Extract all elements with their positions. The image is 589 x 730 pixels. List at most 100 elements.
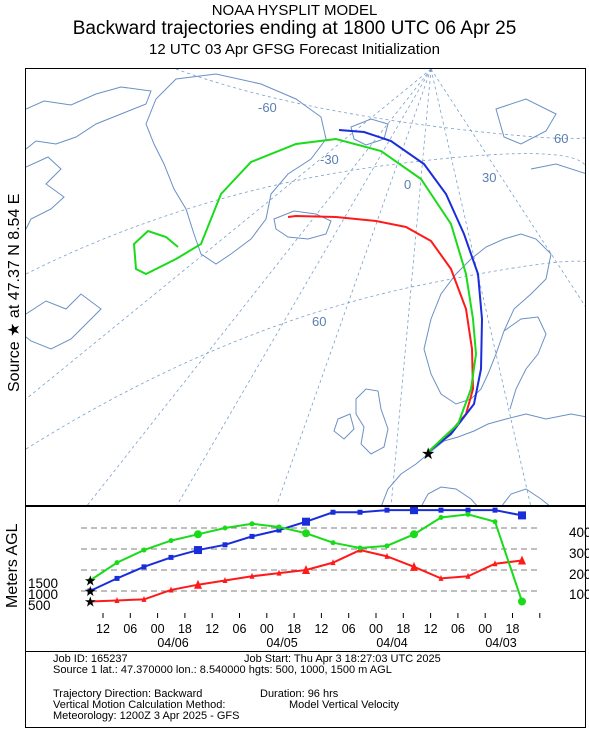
grid-label-w60: -60 [258, 100, 277, 115]
series-point-500 [410, 561, 418, 571]
series-point-1000 [357, 509, 363, 515]
grid-label-e60: 60 [554, 131, 568, 146]
grid-label-e30: 30 [482, 170, 496, 185]
grid-label-0: 0 [404, 177, 411, 192]
time-tick-label: 12 [314, 622, 329, 636]
model-title: NOAA HYSPLIT MODEL [211, 2, 378, 19]
series-point-500 [438, 574, 444, 581]
series-point-1000 [330, 509, 336, 515]
grid-label-lat60: 60 [312, 314, 326, 329]
coast-adriatic [501, 488, 550, 505]
y-tick-1000: 1000 [569, 587, 589, 602]
vertical-method: Vertical Motion Calculation Method: [53, 699, 226, 711]
y-tick-2000: 2000 [569, 567, 589, 582]
time-tick-label: 00 [478, 622, 493, 636]
series-point-1000 [114, 575, 120, 581]
meridian-w60 [26, 69, 432, 400]
job-id: Job ID: 165237 [53, 653, 128, 665]
coastlines [26, 73, 585, 505]
lat-circle-60 [26, 260, 585, 450]
series-point-1000 [222, 542, 228, 548]
source-location-label: Source ★ at 47.37 N 8.54 E [6, 193, 23, 392]
series-point-500 [384, 552, 390, 559]
meridian-e30 [430, 69, 531, 505]
source-star-icon: ★ [84, 583, 97, 599]
date-label: 04/04 [376, 636, 408, 650]
trajectory-direction: Trajectory Direction: Backward [53, 688, 203, 700]
series-point-500 [330, 559, 336, 566]
series-point-1500 [357, 545, 363, 551]
series-point-1000 [194, 546, 202, 555]
series-point-1500 [168, 538, 174, 544]
source-star-icon: ★ [84, 594, 97, 610]
series-point-1000 [87, 588, 93, 594]
source-info: Source 1 lat.: 47.370000 lon.: 8.540000 … [53, 664, 392, 676]
time-tick-label: 00 [259, 622, 274, 636]
chart-subtitle: 12 UTC 03 Apr GFSG Forecast Initializati… [149, 41, 440, 58]
meridian-w45 [87, 69, 432, 505]
time-tick-label: 12 [423, 622, 438, 636]
source-star-icon: ★ [84, 573, 97, 589]
series-point-1500 [114, 560, 120, 566]
y-tick-3000: 3000 [569, 546, 589, 561]
time-tick-label: 00 [369, 622, 383, 636]
time-tick-label: 18 [505, 622, 520, 636]
series-point-1500 [249, 521, 255, 527]
series-point-500 [276, 569, 282, 576]
time-ticks [102, 613, 541, 618]
series-line-1500 [89, 513, 523, 602]
coast-greenland [145, 73, 327, 265]
series-line-500 [89, 548, 523, 603]
y-tick-4000: 4000 [569, 525, 589, 540]
coast-novaya-zemlya [495, 98, 557, 145]
series-point-1500 [330, 540, 336, 546]
series-point-500 [302, 565, 310, 574]
time-tick-label: 12 [205, 622, 220, 636]
series-point-500 [168, 586, 174, 593]
series-point-1000 [518, 511, 526, 520]
height-series: ★★★ [84, 507, 526, 610]
date-label: 04/05 [266, 636, 298, 650]
date-label: 04/06 [157, 636, 189, 650]
time-tick-label: 06 [450, 622, 465, 636]
grid-label-w30: -30 [320, 152, 339, 167]
series-point-1500 [141, 547, 147, 553]
map-svg: -60 -30 0 30 60 60 [26, 69, 585, 505]
meridian-0 [390, 69, 432, 505]
y-axis-label: Meters AGL [4, 523, 21, 608]
series-point-500 [114, 596, 120, 603]
trajectory-1000m [338, 129, 484, 453]
series-point-1500 [302, 529, 310, 538]
series-point-1000 [438, 507, 444, 513]
series-point-1500 [384, 543, 390, 549]
map-grid [26, 69, 585, 505]
duration: Duration: 96 hrs [260, 688, 339, 700]
series-point-1500 [276, 524, 282, 530]
series-point-1000 [276, 527, 282, 533]
trajectories: ★ [132, 129, 484, 463]
time-tick-label: 06 [123, 622, 138, 636]
coast-russia-north [530, 163, 585, 174]
chart-title: Backward trajectories ending at 1800 UTC… [72, 18, 517, 39]
series-point-500 [492, 560, 498, 567]
time-tick-label: 06 [341, 622, 356, 636]
source-height-1500: 1500 [28, 576, 59, 591]
coast-labrador [26, 293, 102, 350]
coast-arctic-islands [26, 86, 152, 150]
vertical-svg: ★★★ [81, 507, 541, 618]
coast-finland [503, 316, 547, 410]
vertical-profile: ★★★ 4000 3000 2000 1000 1500 1000 500 12… [25, 506, 589, 652]
time-tick-label: 18 [177, 622, 192, 636]
series-point-1000 [141, 564, 147, 570]
source-height-1000: 1000 [28, 587, 59, 602]
meteorology: Meteorology: 1200Z 3 Apr 2025 - GFS [53, 710, 240, 722]
vertical-method-value: Model Vertical Velocity [289, 699, 400, 711]
source-height-500: 500 [28, 598, 51, 613]
coast-alps-med [421, 486, 477, 505]
series-point-1000 [302, 517, 310, 526]
coast-europe [381, 413, 585, 505]
run-info: Job ID: 165237 Job Start: Thu Apr 3 18:2… [25, 652, 586, 728]
series-point-500 [518, 555, 526, 565]
level-gridlines [81, 527, 538, 592]
coast-great-britain [355, 388, 389, 455]
